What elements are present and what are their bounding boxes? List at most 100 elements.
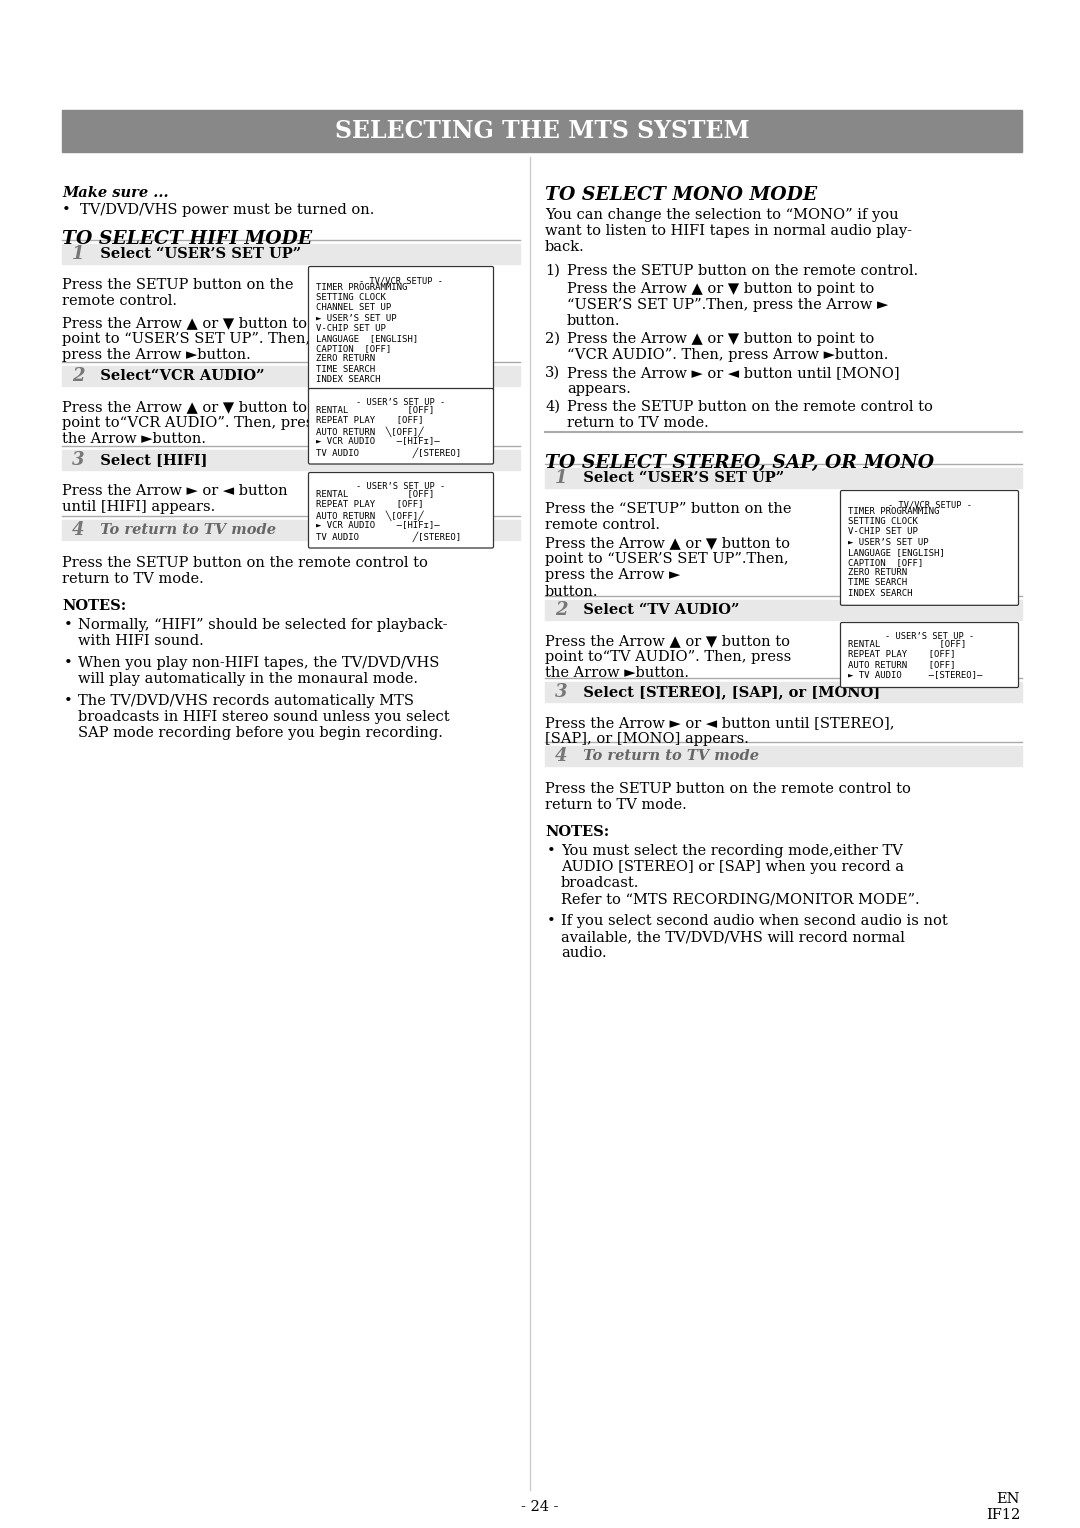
Text: •  TV/DVD/VHS power must be turned on.: • TV/DVD/VHS power must be turned on. bbox=[62, 203, 375, 217]
FancyBboxPatch shape bbox=[309, 388, 494, 465]
Text: RENTAL           [OFF]: RENTAL [OFF] bbox=[316, 405, 434, 414]
Text: Press the SETUP button on the remote control to
return to TV mode.: Press the SETUP button on the remote con… bbox=[62, 556, 428, 587]
Text: AUTO RETURN  ╲[OFF]╱: AUTO RETURN ╲[OFF]╱ bbox=[316, 510, 423, 521]
Text: ZERO RETURN: ZERO RETURN bbox=[848, 568, 907, 578]
Text: NOTES:: NOTES: bbox=[545, 825, 609, 839]
Text: ZERO RETURN: ZERO RETURN bbox=[316, 354, 375, 364]
Text: If you select second audio when second audio is not
available, the TV/DVD/VHS wi: If you select second audio when second a… bbox=[561, 914, 948, 961]
Text: To return to TV mode: To return to TV mode bbox=[573, 749, 759, 762]
Text: ► USER’S SET UP: ► USER’S SET UP bbox=[848, 538, 929, 547]
FancyBboxPatch shape bbox=[840, 622, 1018, 688]
Text: Make sure ...: Make sure ... bbox=[62, 186, 168, 200]
Text: TIME SEARCH: TIME SEARCH bbox=[848, 579, 907, 587]
Text: SETTING CLOCK: SETTING CLOCK bbox=[316, 293, 386, 303]
Text: TIME SEARCH: TIME SEARCH bbox=[316, 365, 375, 374]
Text: Press the Arrow ▲ or ▼ button to
point to “USER’S SET UP”. Then,
press the Arrow: Press the Arrow ▲ or ▼ button to point t… bbox=[62, 316, 310, 362]
Text: Press the Arrow ▲ or ▼ button to point to
“USER’S SET UP”.Then, press the Arrow : Press the Arrow ▲ or ▼ button to point t… bbox=[567, 283, 888, 329]
Text: LANGUAGE [ENGLISH]: LANGUAGE [ENGLISH] bbox=[848, 549, 945, 556]
Text: SETTING CLOCK: SETTING CLOCK bbox=[848, 516, 918, 526]
Text: REPEAT PLAY    [OFF]: REPEAT PLAY [OFF] bbox=[316, 500, 423, 509]
Text: IF12: IF12 bbox=[986, 1508, 1020, 1522]
Text: Select [STEREO], [SAP], or [MONO]: Select [STEREO], [SAP], or [MONO] bbox=[573, 685, 880, 698]
Text: 2): 2) bbox=[545, 332, 561, 345]
Text: - TV/VCR SETUP -: - TV/VCR SETUP - bbox=[888, 500, 972, 509]
Text: You can change the selection to “MONO” if you
want to listen to HIFI tapes in no: You can change the selection to “MONO” i… bbox=[545, 208, 912, 254]
Text: Press the Arrow ▲ or ▼ button to
point to“TV AUDIO”. Then, press
the Arrow ►butt: Press the Arrow ▲ or ▼ button to point t… bbox=[545, 634, 792, 680]
Text: TIMER PROGRAMMING: TIMER PROGRAMMING bbox=[848, 507, 940, 516]
Text: LANGUAGE  [ENGLISH]: LANGUAGE [ENGLISH] bbox=[316, 335, 418, 342]
Text: INDEX SEARCH: INDEX SEARCH bbox=[316, 374, 380, 384]
Text: 4: 4 bbox=[72, 521, 84, 539]
Text: ► VCR AUDIO    —[HIFɪ]—: ► VCR AUDIO —[HIFɪ]— bbox=[316, 521, 440, 530]
Text: TV AUDIO          ╱[STEREO]: TV AUDIO ╱[STEREO] bbox=[316, 532, 461, 541]
Text: 2: 2 bbox=[72, 367, 84, 385]
Text: •: • bbox=[546, 843, 556, 859]
Text: 1: 1 bbox=[555, 469, 567, 487]
Text: - USER’S SET UP -: - USER’S SET UP - bbox=[885, 633, 974, 642]
Text: TO SELECT HIFI MODE: TO SELECT HIFI MODE bbox=[62, 231, 312, 248]
Text: INDEX SEARCH: INDEX SEARCH bbox=[848, 588, 913, 597]
Bar bbox=[545, 746, 1022, 766]
Text: CAPTION  [OFF]: CAPTION [OFF] bbox=[848, 558, 923, 567]
Text: When you play non-HIFI tapes, the TV/DVD/VHS
will play automatically in the mona: When you play non-HIFI tapes, the TV/DVD… bbox=[78, 656, 440, 686]
Bar bbox=[62, 367, 519, 387]
Text: The TV/DVD/VHS records automatically MTS
broadcasts in HIFI stereo sound unless : The TV/DVD/VHS records automatically MTS… bbox=[78, 694, 449, 741]
Text: TV AUDIO          ╱[STEREO]: TV AUDIO ╱[STEREO] bbox=[316, 448, 461, 457]
Text: Press the SETUP button on the remote control to
return to TV mode.: Press the SETUP button on the remote con… bbox=[567, 400, 933, 431]
Text: ► TV AUDIO     —[STEREO]—: ► TV AUDIO —[STEREO]— bbox=[848, 671, 983, 680]
FancyBboxPatch shape bbox=[309, 266, 494, 391]
Text: EN: EN bbox=[997, 1491, 1020, 1507]
Text: CAPTION  [OFF]: CAPTION [OFF] bbox=[316, 344, 391, 353]
Text: Press the Arrow ► or ◄ button until [STEREO],
[SAP], or [MONO] appears.: Press the Arrow ► or ◄ button until [STE… bbox=[545, 717, 894, 746]
Text: NOTES:: NOTES: bbox=[62, 599, 126, 613]
Text: REPEAT PLAY    [OFF]: REPEAT PLAY [OFF] bbox=[316, 416, 423, 425]
Text: Press the Arrow ► or ◄ button until [MONO]
appears.: Press the Arrow ► or ◄ button until [MON… bbox=[567, 367, 900, 396]
Text: V-CHIP SET UP: V-CHIP SET UP bbox=[848, 527, 918, 536]
Bar bbox=[545, 681, 1022, 701]
Text: 1: 1 bbox=[72, 244, 84, 263]
Text: 3): 3) bbox=[545, 367, 561, 380]
Bar bbox=[62, 520, 519, 539]
Text: ► USER’S SET UP: ► USER’S SET UP bbox=[316, 313, 396, 322]
Text: •: • bbox=[64, 617, 72, 633]
Text: REPEAT PLAY    [OFF]: REPEAT PLAY [OFF] bbox=[848, 649, 956, 659]
Text: 4: 4 bbox=[555, 747, 567, 766]
Text: Select “USER’S SET UP”: Select “USER’S SET UP” bbox=[90, 248, 301, 261]
Text: Normally, “HIFI” should be selected for playback-
with HIFI sound.: Normally, “HIFI” should be selected for … bbox=[78, 617, 447, 648]
Text: AUTO RETURN  ╲[OFF]╱: AUTO RETURN ╲[OFF]╱ bbox=[316, 426, 423, 437]
Text: Press the Arrow ▲ or ▼ button to
point to “USER’S SET UP”.Then,
press the Arrow : Press the Arrow ▲ or ▼ button to point t… bbox=[545, 536, 789, 599]
Bar bbox=[545, 468, 1022, 487]
Text: TO SELECT MONO MODE: TO SELECT MONO MODE bbox=[545, 186, 818, 205]
Text: Select “TV AUDIO”: Select “TV AUDIO” bbox=[573, 604, 740, 617]
Text: - USER’S SET UP -: - USER’S SET UP - bbox=[356, 397, 446, 406]
Bar bbox=[62, 244, 519, 264]
Text: Select [HIFI]: Select [HIFI] bbox=[90, 452, 207, 468]
Text: 4): 4) bbox=[545, 400, 561, 414]
Text: - USER’S SET UP -: - USER’S SET UP - bbox=[356, 481, 446, 490]
Text: 2: 2 bbox=[555, 601, 567, 619]
Text: CHANNEL SET UP: CHANNEL SET UP bbox=[316, 304, 391, 312]
Text: 3: 3 bbox=[72, 451, 84, 469]
Text: SELECTING THE MTS SYSTEM: SELECTING THE MTS SYSTEM bbox=[335, 119, 750, 144]
Text: Press the SETUP button on the remote control.: Press the SETUP button on the remote con… bbox=[567, 264, 918, 278]
Text: To return to TV mode: To return to TV mode bbox=[90, 523, 276, 536]
Text: •: • bbox=[64, 656, 72, 669]
Text: Press the SETUP button on the
remote control.: Press the SETUP button on the remote con… bbox=[62, 278, 294, 309]
Text: •: • bbox=[546, 914, 556, 927]
Text: Press the Arrow ▲ or ▼ button to point to
“VCR AUDIO”. Then, press Arrow ►button: Press the Arrow ▲ or ▼ button to point t… bbox=[567, 332, 889, 362]
Text: 3: 3 bbox=[555, 683, 567, 701]
Text: Select“VCR AUDIO”: Select“VCR AUDIO” bbox=[90, 368, 265, 384]
FancyBboxPatch shape bbox=[840, 490, 1018, 605]
Text: ► VCR AUDIO    —[HIFɪ]—: ► VCR AUDIO —[HIFɪ]— bbox=[316, 437, 440, 446]
Text: Press the Arrow ▲ or ▼ button to
point to“VCR AUDIO”. Then, press
the Arrow ►but: Press the Arrow ▲ or ▼ button to point t… bbox=[62, 400, 321, 446]
Bar bbox=[62, 110, 1022, 151]
Text: Press the “SETUP” button on the
remote control.: Press the “SETUP” button on the remote c… bbox=[545, 503, 792, 532]
Bar bbox=[62, 451, 519, 471]
Text: •: • bbox=[64, 694, 72, 707]
Text: AUTO RETURN    [OFF]: AUTO RETURN [OFF] bbox=[848, 660, 956, 669]
Text: TIMER PROGRAMMING: TIMER PROGRAMMING bbox=[316, 283, 407, 292]
Text: Select “USER’S SET UP”: Select “USER’S SET UP” bbox=[573, 471, 784, 484]
Bar bbox=[545, 601, 1022, 620]
Text: RENTAL           [OFF]: RENTAL [OFF] bbox=[316, 489, 434, 498]
Text: Press the SETUP button on the remote control to
return to TV mode.: Press the SETUP button on the remote con… bbox=[545, 782, 910, 813]
